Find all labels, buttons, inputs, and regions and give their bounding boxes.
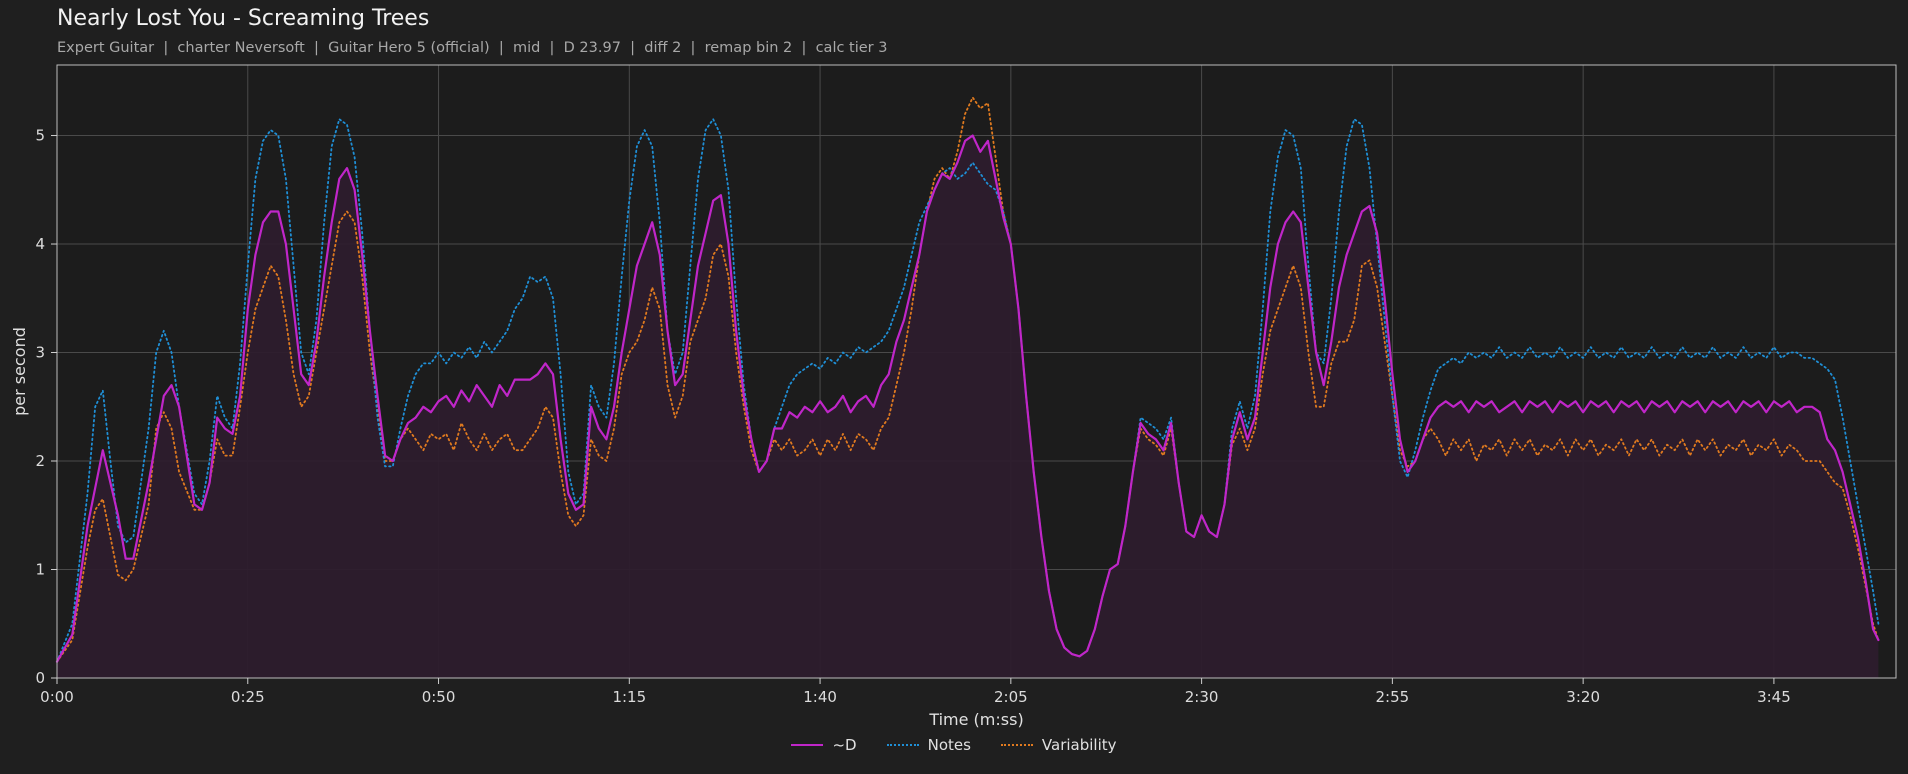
- series-line-notes: [56, 118, 1880, 663]
- series-lines: [55, 96, 1880, 678]
- x-tick-label: 1:40: [803, 688, 837, 706]
- legend-item-d: ~D: [791, 736, 857, 754]
- x-tick-label: 0:50: [422, 688, 456, 706]
- legend-item-notes: Notes: [886, 736, 971, 754]
- legend-swatch-notes: [886, 744, 919, 746]
- x-tick-label: 3:45: [1757, 688, 1791, 706]
- legend-swatch-variability: [1000, 744, 1033, 746]
- series-line-d: [55, 134, 1880, 663]
- x-tick-label: 2:05: [994, 688, 1028, 706]
- legend-swatch-d: [791, 744, 824, 746]
- legend-label-d: ~D: [832, 736, 857, 754]
- series-line-variability: [56, 96, 1880, 663]
- y-tick-label: 0: [35, 669, 45, 687]
- x-tick-label: 3:20: [1566, 688, 1600, 706]
- x-tick-label: 0:00: [40, 688, 74, 706]
- plot-frame: [56, 64, 1897, 679]
- legend: ~D Notes Variability: [0, 736, 1908, 754]
- legend-label-notes: Notes: [927, 736, 971, 754]
- axis-ticks: 0:00 0:25 0:50 1:15 1:40 2:05 2:30 2:55 3:20 3:45…: [35, 127, 1790, 706]
- legend-item-variability: Variability: [1000, 736, 1117, 754]
- y-tick-label: 3: [35, 344, 45, 362]
- y-axis-title: per second: [10, 327, 29, 416]
- x-tick-label: 1:15: [612, 688, 646, 706]
- chart-title: Nearly Lost You - Screaming Trees: [57, 6, 430, 31]
- y-tick-label: 4: [35, 235, 45, 253]
- x-tick-label: 2:30: [1185, 688, 1219, 706]
- y-tick-label: 5: [35, 127, 45, 145]
- legend-label-variability: Variability: [1041, 736, 1117, 754]
- x-tick-label: 0:25: [231, 688, 265, 706]
- chart-subtitle: Expert Guitar | charter Neversoft | Guit…: [57, 40, 888, 56]
- x-axis-title: Time (m:ss): [928, 710, 1023, 729]
- y-tick-label: 1: [35, 561, 45, 579]
- series-area-d: [57, 135, 1879, 678]
- y-tick-label: 2: [35, 452, 45, 470]
- x-tick-label: 2:55: [1376, 688, 1410, 706]
